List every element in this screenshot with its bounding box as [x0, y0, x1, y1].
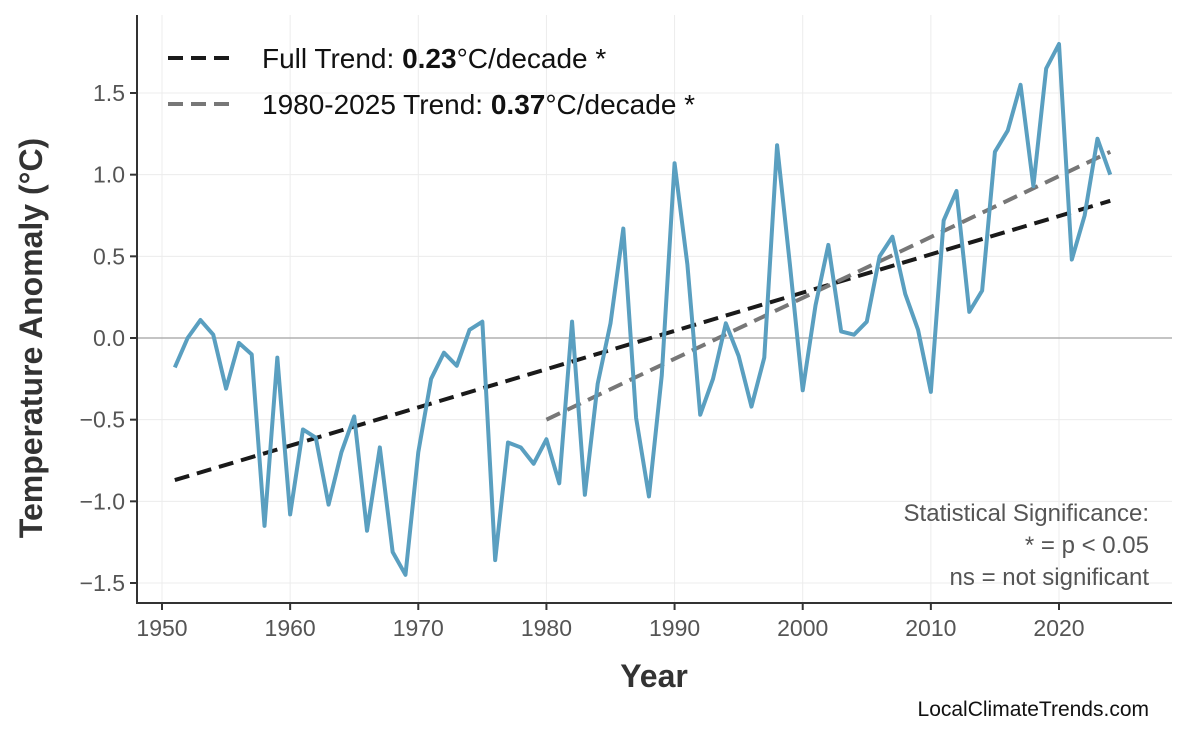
y-tick-label: 0.0 — [93, 325, 125, 351]
x-axis-ticks: 1950 1960 1970 1980 1990 2000 2010 2020 — [136, 603, 1084, 641]
annotation-line: Statistical Significance: — [904, 500, 1149, 527]
x-tick-label: 2000 — [777, 615, 828, 641]
x-tick-label: 2020 — [1033, 615, 1084, 641]
y-tick-label: −0.5 — [80, 407, 125, 433]
legend: Full Trend: 0.23°C/decade * 1980-2025 Tr… — [168, 43, 695, 120]
y-tick-label: 1.0 — [93, 162, 125, 188]
x-tick-label: 1970 — [393, 615, 444, 641]
y-tick-label: −1.5 — [80, 570, 125, 596]
annotation-line: ns = not significant — [950, 564, 1150, 591]
temperature-series-line — [175, 44, 1110, 575]
legend-label-full-trend: Full Trend: 0.23°C/decade * — [262, 43, 606, 74]
x-tick-label: 1950 — [136, 615, 187, 641]
x-tick-label: 1990 — [649, 615, 700, 641]
recent-trend-line — [546, 152, 1110, 420]
legend-label-recent-trend: 1980-2025 Trend: 0.37°C/decade * — [262, 89, 695, 120]
y-tick-label: −1.0 — [80, 488, 125, 514]
significance-annotation: Statistical Significance: * = p < 0.05 n… — [904, 500, 1150, 591]
x-axis-label: Year — [620, 658, 688, 694]
x-tick-label: 1960 — [265, 615, 316, 641]
x-tick-label: 1980 — [521, 615, 572, 641]
trend-lines — [175, 152, 1110, 480]
credit-text: LocalClimateTrends.com — [918, 698, 1149, 721]
y-tick-label: 0.5 — [93, 243, 125, 269]
annotation-line: * = p < 0.05 — [1025, 532, 1149, 559]
x-tick-label: 2010 — [905, 615, 956, 641]
y-tick-label: 1.5 — [93, 80, 125, 106]
y-axis-label: Temperature Anomaly (°C) — [13, 138, 49, 538]
y-axis-ticks: −1.5 −1.0 −0.5 0.0 0.5 1.0 1.5 — [80, 80, 137, 596]
